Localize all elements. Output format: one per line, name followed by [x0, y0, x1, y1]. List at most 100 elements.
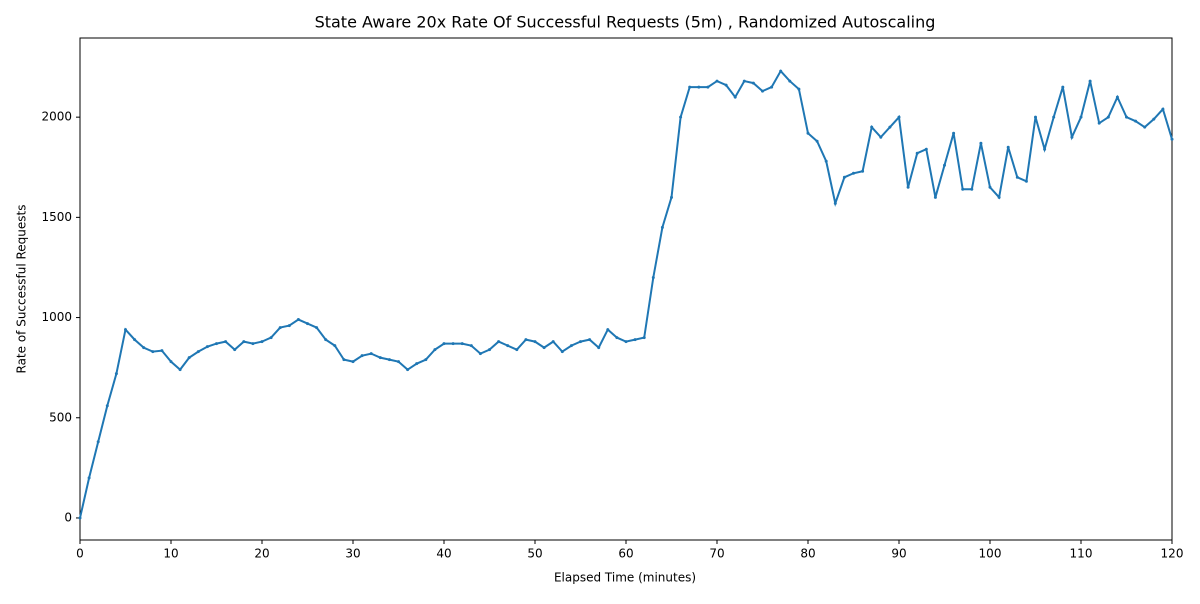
point [679, 115, 683, 119]
point [196, 350, 200, 354]
point [324, 338, 328, 342]
point [169, 360, 173, 364]
point [87, 476, 91, 480]
point [733, 95, 737, 99]
point [979, 141, 983, 145]
point [706, 85, 710, 89]
point [761, 89, 764, 93]
point [242, 340, 246, 344]
plot-frame [79, 37, 1173, 541]
point [233, 348, 237, 352]
y-tick-label: 500 [49, 410, 72, 424]
point [333, 344, 337, 348]
point [451, 342, 455, 346]
point [906, 185, 910, 189]
point [287, 324, 291, 328]
y-axis-label: Rate of Successful Requests [15, 205, 29, 374]
point [1070, 135, 1074, 139]
point [897, 115, 901, 119]
point [360, 354, 364, 358]
chart-title: State Aware 20x Rate Of Successful Reque… [315, 13, 936, 32]
point [1061, 85, 1065, 89]
point [1143, 125, 1147, 129]
point [433, 348, 437, 352]
point [1106, 115, 1110, 119]
point [315, 326, 319, 330]
point [133, 338, 137, 342]
point [469, 344, 473, 348]
point [260, 340, 264, 344]
point [779, 69, 783, 73]
point [815, 139, 819, 143]
point [160, 349, 164, 353]
point [833, 201, 837, 205]
point [642, 336, 646, 340]
point [1034, 115, 1037, 119]
point [342, 358, 346, 362]
point [861, 169, 865, 173]
point [824, 159, 828, 163]
point [369, 352, 373, 356]
point [970, 187, 974, 191]
point [1115, 95, 1119, 99]
point [533, 340, 537, 344]
point [488, 348, 491, 352]
point [478, 352, 482, 356]
point [770, 85, 774, 89]
point [78, 516, 82, 520]
point [278, 326, 282, 330]
y-tick-label: 1500 [41, 210, 72, 224]
point [742, 79, 746, 83]
y-tick-label: 1000 [41, 310, 72, 324]
x-tick-label: 30 [345, 547, 360, 561]
point [569, 344, 573, 348]
point [651, 275, 655, 279]
point [1079, 115, 1083, 119]
point [542, 346, 546, 350]
x-tick-label: 110 [1070, 547, 1093, 561]
x-tick-label: 50 [527, 547, 542, 561]
x-tick-label: 20 [254, 547, 269, 561]
point [788, 79, 792, 83]
y-tick-label: 0 [64, 510, 72, 524]
point [515, 348, 519, 352]
x-tick-label: 80 [800, 547, 815, 561]
point [615, 336, 619, 340]
point [579, 340, 582, 344]
point [215, 342, 218, 346]
point [506, 344, 510, 348]
point [670, 195, 673, 199]
point [397, 360, 400, 364]
point [806, 131, 810, 135]
point [96, 440, 100, 444]
point [1125, 115, 1128, 119]
point [378, 356, 382, 360]
point [924, 147, 928, 151]
point [724, 83, 728, 87]
point [1170, 137, 1174, 141]
point [624, 340, 628, 344]
point [296, 318, 300, 322]
point [597, 346, 601, 350]
point [588, 338, 592, 342]
point [1024, 179, 1028, 183]
point [1097, 121, 1101, 125]
point [870, 125, 874, 129]
point [633, 338, 637, 342]
point [351, 360, 355, 364]
point [251, 342, 255, 346]
point [1006, 145, 1010, 149]
point [952, 131, 956, 135]
point [269, 336, 273, 340]
point [842, 175, 846, 179]
point [988, 185, 992, 189]
point [688, 85, 692, 89]
point [961, 187, 965, 191]
x-tick-label: 60 [618, 547, 633, 561]
point [606, 328, 610, 332]
point [1052, 115, 1056, 119]
x-tick-label: 40 [436, 547, 451, 561]
point [1043, 147, 1047, 151]
point [697, 85, 701, 89]
